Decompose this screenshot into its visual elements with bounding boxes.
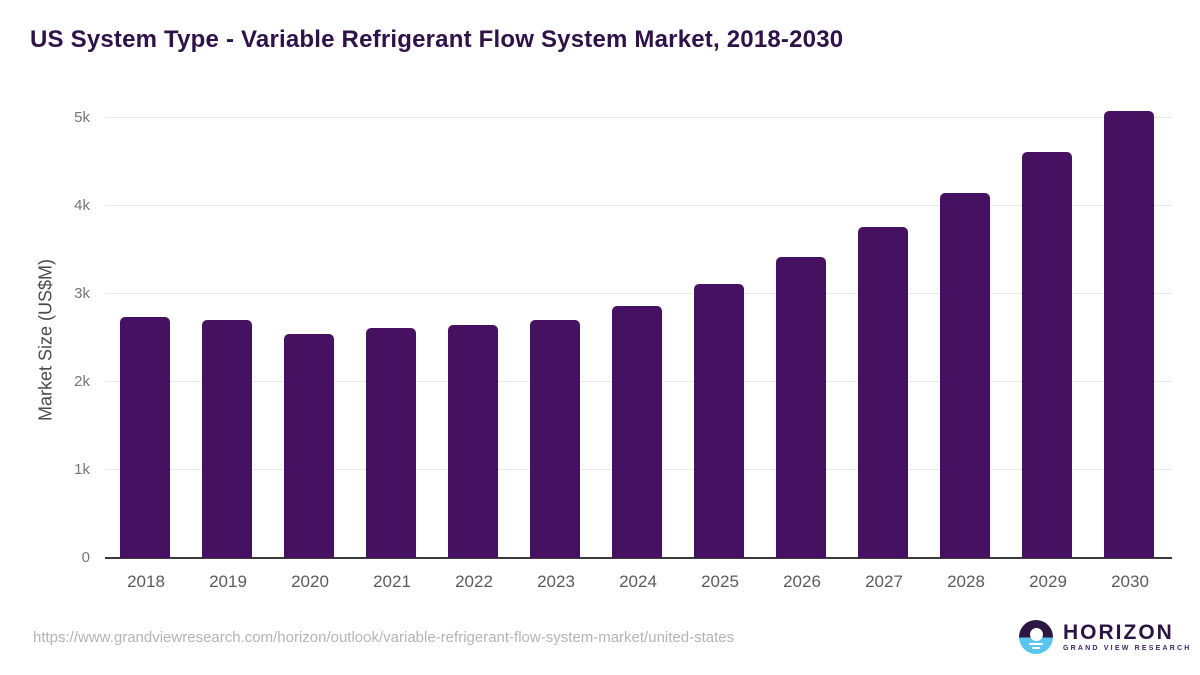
sun-icon	[1029, 628, 1043, 641]
bar-2018	[120, 316, 170, 558]
bar-2027	[858, 227, 908, 558]
bar-2029	[1022, 152, 1072, 558]
horizon-logo-icon	[1019, 620, 1053, 654]
x-tick-2018: 2018	[127, 572, 165, 591]
bar-2028	[940, 192, 990, 558]
x-tick-2025: 2025	[701, 572, 739, 591]
chart-title: US System Type - Variable Refrigerant Fl…	[30, 26, 844, 53]
gridline-3k	[105, 293, 1172, 294]
bar-2019	[202, 319, 252, 558]
logo-subtitle: GRAND VIEW RESEARCH	[1063, 645, 1192, 652]
x-tick-2019: 2019	[209, 572, 247, 591]
logo-name: HORIZON	[1063, 621, 1174, 644]
x-tick-2022: 2022	[455, 572, 493, 591]
bar-2024	[612, 306, 662, 558]
x-tick-2026: 2026	[783, 572, 821, 591]
horizon-logo-text: HORIZON GRAND VIEW RESEARCH	[1063, 622, 1192, 652]
y-tick-3k: 3k	[74, 285, 90, 302]
y-tick-0: 0	[81, 549, 90, 566]
gridline-5k	[105, 117, 1172, 118]
x-tick-2024: 2024	[619, 572, 657, 591]
plot-area	[105, 98, 1172, 559]
x-tick-2029: 2029	[1029, 572, 1067, 591]
y-tick-5k: 5k	[74, 109, 90, 126]
bar-2020	[284, 333, 334, 558]
bar-2030	[1104, 110, 1154, 558]
wave-icon	[1032, 647, 1040, 649]
source-url: https://www.grandviewresearch.com/horizo…	[33, 629, 735, 646]
x-tick-2030: 2030	[1111, 572, 1149, 591]
bar-2021	[366, 328, 416, 558]
bar-2023	[530, 320, 580, 558]
y-tick-2k: 2k	[74, 373, 90, 390]
x-axis-line	[105, 557, 1172, 559]
x-tick-2027: 2027	[865, 572, 903, 591]
bar-2026	[776, 257, 826, 558]
bar-2022	[448, 324, 498, 558]
x-tick-2023: 2023	[537, 572, 575, 591]
gridline-4k	[105, 205, 1172, 206]
horizon-logo: HORIZON GRAND VIEW RESEARCH	[1019, 620, 1192, 654]
y-tick-1k: 1k	[74, 461, 90, 478]
x-tick-2020: 2020	[291, 572, 329, 591]
x-tick-2021: 2021	[373, 572, 411, 591]
bar-2025	[694, 284, 744, 558]
wave-icon	[1029, 643, 1043, 645]
x-tick-2028: 2028	[947, 572, 985, 591]
y-tick-4k: 4k	[74, 197, 90, 214]
